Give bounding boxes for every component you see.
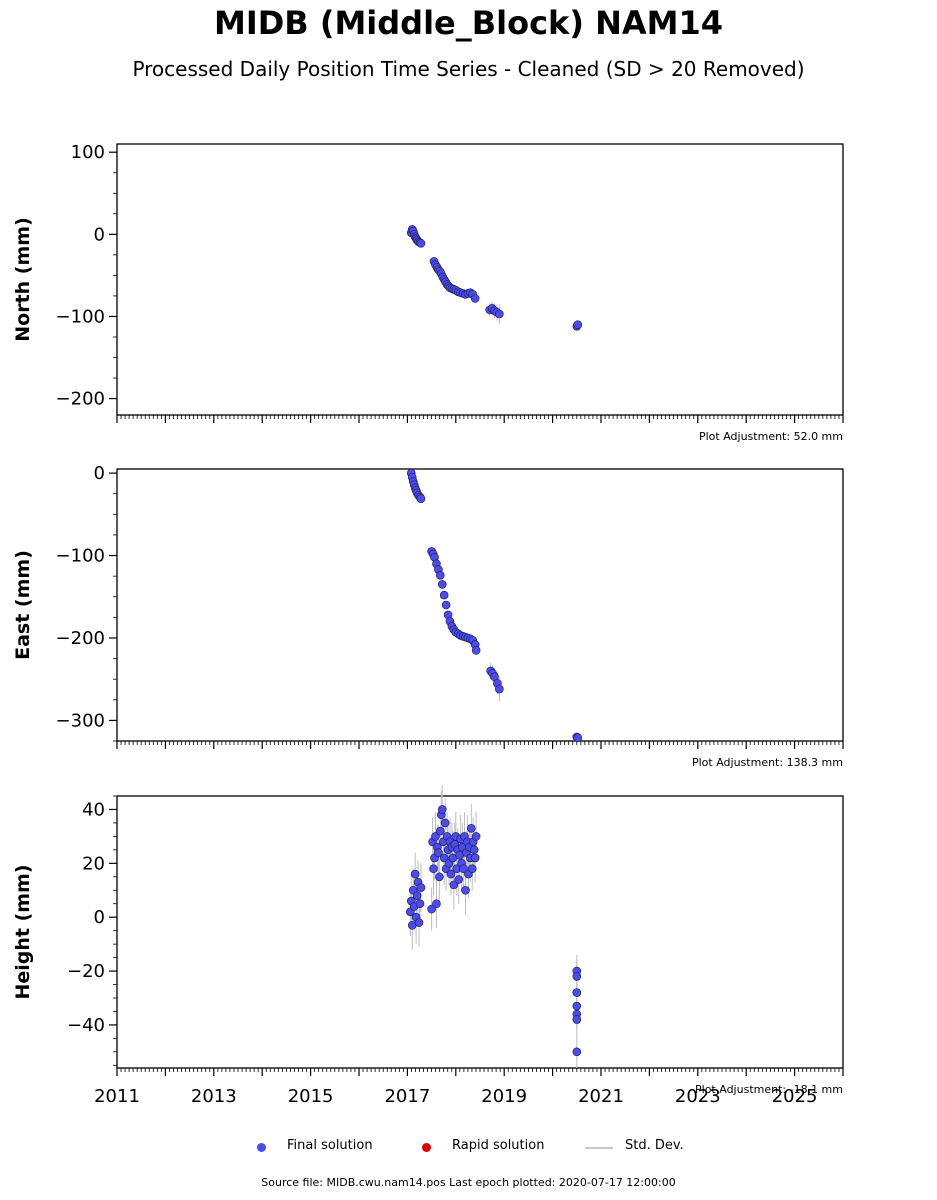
data-point <box>436 826 445 836</box>
data-point <box>416 494 426 503</box>
y-tick-label: 0 <box>94 907 105 928</box>
data-point <box>416 883 426 892</box>
data-point <box>431 832 440 841</box>
x-tick-label: 2017 <box>384 1086 430 1107</box>
data-point <box>466 824 476 833</box>
legend: Final solution Rapid solution Std. Dev. <box>0 1138 937 1158</box>
x-tick-label: 2023 <box>675 1086 721 1107</box>
data-point <box>446 869 456 879</box>
plot-adjustment-label: Plot Adjustment: -18.1 mm <box>695 1083 843 1096</box>
data-point <box>440 818 450 828</box>
data-point <box>427 904 436 914</box>
data-point <box>471 832 481 841</box>
data-point <box>572 972 582 981</box>
y-tick-label: −200 <box>56 389 105 410</box>
data-point <box>439 853 449 863</box>
y-tick-label: −300 <box>56 710 105 731</box>
data-point <box>415 899 425 909</box>
data-point <box>439 590 449 600</box>
plot-adjustment-label: Plot Adjustment: 138.3 mm <box>692 756 843 769</box>
y-axis-label: East (mm) <box>12 550 34 660</box>
data-point <box>573 320 583 329</box>
y-tick-label: 100 <box>71 142 105 163</box>
rapid-solution-marker-icon <box>422 1143 431 1152</box>
y-tick-label: −40 <box>67 1015 105 1036</box>
data-point <box>572 1047 582 1057</box>
y-tick-label: −20 <box>67 961 105 982</box>
data-point <box>467 864 477 874</box>
data-point <box>469 845 479 855</box>
data-point <box>572 988 582 997</box>
y-axis-label: North (mm) <box>12 217 34 342</box>
data-point <box>459 864 468 874</box>
final-solution-marker-icon <box>257 1143 266 1152</box>
chart-subtitle: Processed Daily Position Time Series - C… <box>132 57 805 81</box>
data-point <box>461 885 470 895</box>
data-point <box>412 891 422 900</box>
data-point <box>572 1015 582 1024</box>
x-tick-label: 2025 <box>772 1086 818 1107</box>
legend-label-std: Std. Dev. <box>625 1138 684 1153</box>
std-dev-line-icon <box>585 1147 613 1149</box>
data-point <box>416 239 426 248</box>
legend-label-rapid: Rapid solution <box>452 1138 545 1153</box>
data-point <box>470 853 480 863</box>
plot-frame <box>116 143 844 416</box>
y-tick-label: −100 <box>56 306 105 327</box>
data-point <box>471 646 481 655</box>
data-point <box>432 899 441 909</box>
y-tick-label: −200 <box>56 628 105 649</box>
y-tick-label: 0 <box>94 463 105 484</box>
plot-frame <box>116 468 844 742</box>
x-tick-label: 2021 <box>578 1086 624 1107</box>
data-point <box>437 805 447 814</box>
data-point <box>410 869 420 879</box>
chart-title: MIDB (Middle_Block) NAM14 <box>213 4 724 42</box>
data-point <box>572 1001 582 1011</box>
data-point <box>449 880 459 890</box>
y-tick-label: −100 <box>56 546 105 567</box>
x-tick-label: 2013 <box>191 1086 237 1107</box>
x-tick-label: 2011 <box>94 1086 140 1107</box>
x-tick-label: 2019 <box>481 1086 527 1107</box>
data-point <box>470 294 480 303</box>
data-point <box>441 600 451 610</box>
data-point <box>414 918 424 927</box>
data-point <box>429 864 438 874</box>
y-tick-label: 20 <box>82 853 105 874</box>
y-tick-label: 0 <box>94 224 105 245</box>
data-point <box>495 309 504 319</box>
data-point <box>437 580 447 589</box>
source-footer: Source file: MIDB.cwu.nam14.pos Last epo… <box>261 1176 676 1189</box>
data-point <box>454 875 464 884</box>
data-point <box>435 872 444 882</box>
x-tick-label: 2015 <box>288 1086 334 1107</box>
data-point <box>436 571 445 580</box>
plot-adjustment-label: Plot Adjustment: 52.0 mm <box>699 430 843 443</box>
y-axis-label: Height (mm) <box>12 864 34 999</box>
legend-label-final: Final solution <box>287 1138 373 1153</box>
data-point <box>495 684 504 694</box>
data-point <box>573 733 583 743</box>
y-tick-label: 40 <box>82 799 105 820</box>
data-point <box>434 848 443 857</box>
